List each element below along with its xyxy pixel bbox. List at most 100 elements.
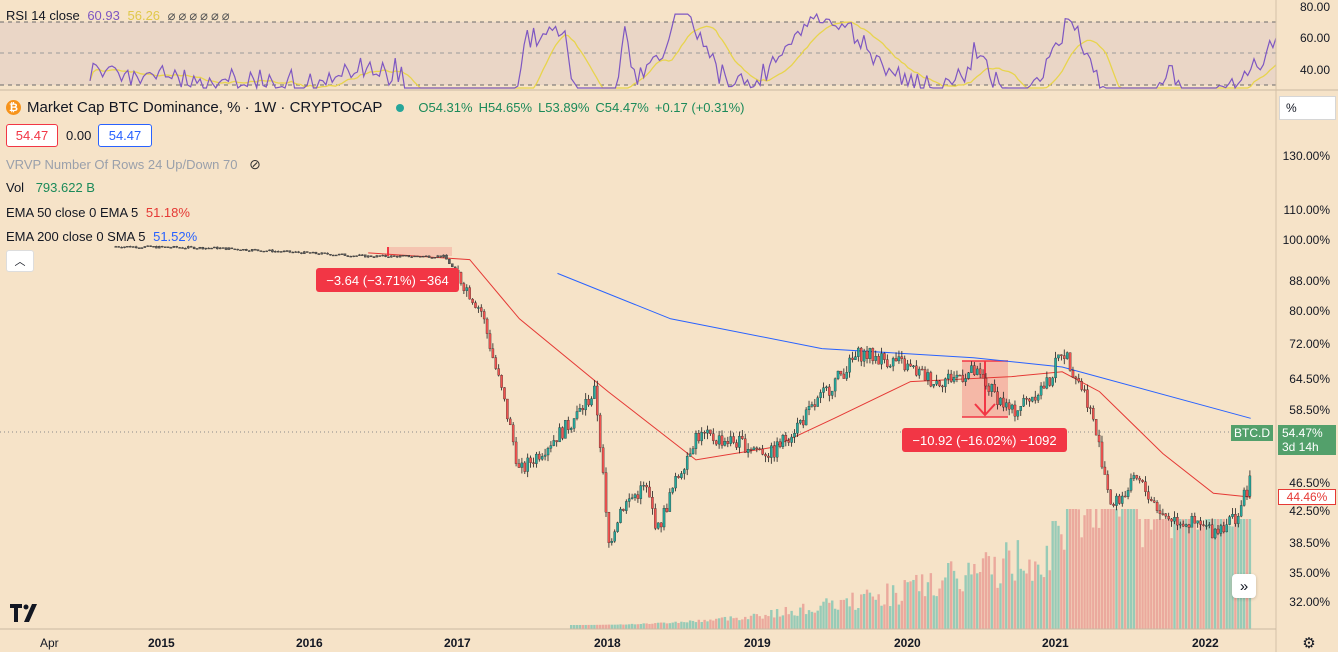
- price-tick: 72.00%: [1289, 337, 1330, 351]
- candle-body: [485, 318, 489, 334]
- candle-body: [775, 441, 779, 458]
- volume-bar: [1109, 509, 1112, 629]
- volume-bar: [610, 624, 614, 629]
- candle-body: [601, 447, 605, 473]
- settings-gear-icon[interactable]: ⚙: [1302, 635, 1316, 652]
- candle-body: [1063, 355, 1066, 359]
- candle-body: [706, 429, 709, 434]
- candle-body: [474, 302, 477, 308]
- buy-price-box[interactable]: 54.47: [98, 124, 152, 147]
- vrvp-label: VRVP Number Of Rows 24 Up/Down 70: [6, 157, 238, 172]
- candle-body: [282, 250, 286, 253]
- candle-body: [1022, 398, 1025, 407]
- candle-body: [764, 454, 767, 457]
- bitcoin-logo-icon: ₿: [6, 100, 21, 115]
- candle-body: [874, 356, 877, 361]
- measure-label-2[interactable]: −10.92 (−16.02%) −1092: [902, 428, 1067, 452]
- candle-body: [245, 249, 248, 251]
- candle-body: [1089, 407, 1092, 409]
- volume-bar: [799, 607, 802, 629]
- volume-bar: [575, 624, 579, 629]
- candle-body: [1048, 377, 1052, 386]
- candle-body: [422, 255, 425, 258]
- candle-body: [361, 254, 364, 256]
- volume-bar: [1219, 519, 1223, 629]
- ema50-value: 51.18%: [145, 205, 190, 220]
- candle-body: [343, 253, 347, 256]
- rsi-tick-80: 80.00: [1299, 0, 1330, 14]
- volume-bar: [1057, 525, 1060, 629]
- volume-bar: [645, 623, 648, 629]
- rsi-legend[interactable]: RSI 14 close 60.93 56.26 ⌀⌀⌀⌀⌀⌀: [6, 8, 233, 24]
- price-tick: 35.00%: [1289, 566, 1330, 580]
- volume-bar: [978, 571, 982, 629]
- volume-bar: [1202, 526, 1205, 629]
- time-tick-2017: 2017: [444, 636, 471, 650]
- candle-body: [393, 255, 396, 257]
- candle-body: [265, 250, 268, 253]
- candle-body: [813, 404, 817, 407]
- volume-bar: [984, 552, 988, 629]
- symbol-header[interactable]: ₿ Market Cap BTC Dominance, % · 1W · CRY…: [6, 99, 745, 116]
- volume-bar: [1063, 549, 1066, 629]
- ema50-legend[interactable]: EMA 50 close 0 EMA 5 51.18%: [6, 205, 190, 220]
- sell-price-box[interactable]: 54.47: [6, 124, 58, 147]
- candle-body: [906, 363, 909, 371]
- volume-bar: [1118, 516, 1121, 629]
- volume-bar: [648, 624, 651, 629]
- candle-body: [332, 254, 335, 257]
- volume-bar: [1068, 509, 1072, 629]
- volume-bar: [659, 622, 663, 629]
- candle-body: [149, 245, 152, 247]
- candle-body: [828, 386, 831, 396]
- scroll-to-realtime-button[interactable]: »: [1232, 574, 1256, 598]
- candle-body: [1039, 385, 1043, 396]
- candle-body: [424, 255, 428, 258]
- candle-body: [1150, 499, 1153, 501]
- collapse-legend-button[interactable]: ︿: [6, 250, 34, 272]
- candle-body: [271, 249, 274, 253]
- volume-bar: [1115, 509, 1118, 629]
- candle-body: [364, 254, 367, 258]
- candle-body: [625, 501, 628, 511]
- volume-bar: [746, 619, 750, 629]
- scale-unit-box[interactable]: %: [1279, 96, 1336, 120]
- candle-body: [401, 255, 405, 257]
- candle-body: [404, 255, 408, 257]
- hidden-eye-icon[interactable]: ⊘: [249, 156, 261, 172]
- volume-bar: [929, 573, 933, 629]
- volume-bar: [865, 589, 869, 629]
- volume-bar: [715, 618, 718, 629]
- ema200-legend[interactable]: EMA 200 close 0 SMA 5 51.52%: [6, 229, 197, 244]
- candles: [114, 245, 1252, 548]
- candle-body: [607, 512, 611, 543]
- candle-body: [987, 385, 991, 392]
- volume-label: Vol: [6, 180, 25, 195]
- candle-body: [659, 522, 663, 528]
- candle-body: [1083, 389, 1086, 391]
- volume-bar: [1196, 529, 1199, 629]
- volume-bar: [726, 620, 730, 629]
- time-tick-2019: 2019: [744, 636, 771, 650]
- vrvp-legend[interactable]: VRVP Number Of Rows 24 Up/Down 70 ⊘: [6, 156, 261, 173]
- price-tick: 32.00%: [1289, 595, 1330, 609]
- volume-legend[interactable]: Vol 793.622 B: [6, 180, 95, 195]
- measure-zone-1[interactable]: [388, 247, 452, 256]
- volume-bar: [1083, 515, 1086, 629]
- candle-body: [285, 250, 289, 252]
- volume-bar: [964, 575, 967, 629]
- volume-bar: [680, 621, 683, 629]
- measure-label-1[interactable]: −3.64 (−3.71%) −364: [316, 268, 459, 292]
- price-tick: 64.50%: [1289, 372, 1330, 386]
- volume-bar: [952, 570, 956, 629]
- ema200-line: [557, 272, 1251, 419]
- price-tick: 80.00%: [1289, 304, 1330, 318]
- candle-body: [819, 392, 822, 398]
- volume-bar: [1129, 509, 1133, 629]
- volume-bar: [761, 618, 764, 629]
- last-price-value: 54.47%: [1282, 426, 1323, 440]
- volume-bar: [947, 563, 950, 629]
- volume-bar: [1074, 509, 1078, 629]
- volume-bar: [920, 574, 924, 629]
